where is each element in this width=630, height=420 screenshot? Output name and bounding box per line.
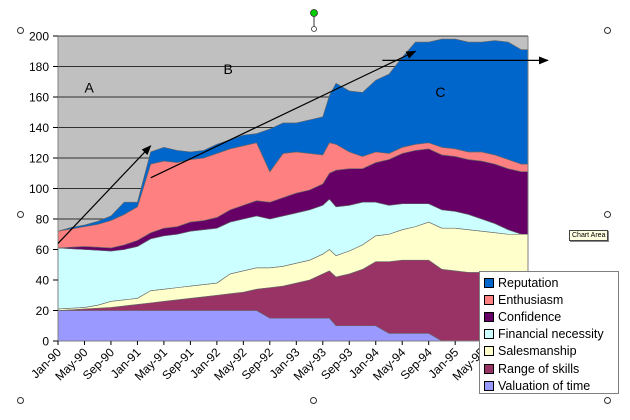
legend-label: Financial necessity — [498, 327, 604, 342]
resize-handle-top-left[interactable] — [17, 27, 24, 34]
y-tick-label: 160 — [29, 91, 49, 105]
legend-item-reputation[interactable]: Reputation — [484, 274, 618, 291]
chart-area-tooltip: Chart Area — [569, 230, 609, 241]
y-tick-label: 100 — [29, 182, 49, 196]
trend-arrows — [57, 50, 549, 244]
legend-item-financial-necessity[interactable]: Financial necessity — [484, 326, 618, 343]
legend-item-valuation-of-time[interactable]: Valuation of time — [484, 377, 618, 394]
annotation-label-c: C — [435, 84, 445, 100]
annotation-label-b: B — [223, 61, 232, 77]
legend-label: Enthusiasm — [498, 292, 564, 307]
y-tick-label: 180 — [29, 60, 49, 74]
y-tick-label: 40 — [36, 274, 50, 288]
legend-item-salesmanship[interactable]: Salesmanship — [484, 343, 618, 360]
trend-arrow-2[interactable] — [150, 50, 417, 179]
trend-arrow-1[interactable] — [57, 145, 152, 244]
stacked-areas — [57, 38, 529, 342]
y-tick-label: 120 — [29, 152, 49, 166]
legend-item-confidence[interactable]: Confidence — [484, 308, 618, 325]
y-tick-label: 20 — [36, 304, 50, 318]
rotate-handle[interactable] — [310, 9, 318, 32]
resize-handle-bottom[interactable] — [310, 397, 317, 404]
legend-label: Salesmanship — [498, 344, 577, 359]
legend-swatch — [484, 329, 494, 340]
legend-label: Range of skills — [498, 361, 580, 376]
legend-item-range-of-skills[interactable]: Range of skills — [484, 360, 618, 377]
y-tick-label: 80 — [36, 213, 50, 227]
y-tick-label: 140 — [29, 121, 49, 135]
legend-label: Reputation — [498, 275, 559, 290]
resize-handle-right[interactable] — [604, 211, 611, 218]
legend[interactable]: Reputation Enthusiasm Confidence Financial … — [479, 271, 619, 394]
legend-swatch — [484, 277, 494, 288]
y-tick-label: 0 — [42, 335, 49, 349]
annotation-label-a: A — [84, 79, 94, 95]
resize-handle-top-right[interactable] — [604, 27, 611, 34]
resize-handle-bottom-left[interactable] — [17, 397, 24, 404]
legend-swatch — [484, 363, 494, 374]
legend-label: Valuation of time — [498, 378, 591, 393]
annotations: A B C — [84, 61, 445, 100]
resize-handle-bottom-right[interactable] — [604, 397, 611, 404]
legend-label: Confidence — [498, 309, 562, 324]
legend-swatch — [484, 311, 494, 322]
legend-item-enthusiasm[interactable]: Enthusiasm — [484, 291, 618, 308]
legend-swatch — [484, 346, 494, 357]
y-tick-label: 200 — [29, 30, 49, 44]
y-tick-label: 60 — [36, 243, 50, 257]
legend-swatch — [484, 380, 494, 391]
resize-handle-left[interactable] — [17, 211, 24, 218]
legend-swatch — [484, 294, 494, 305]
